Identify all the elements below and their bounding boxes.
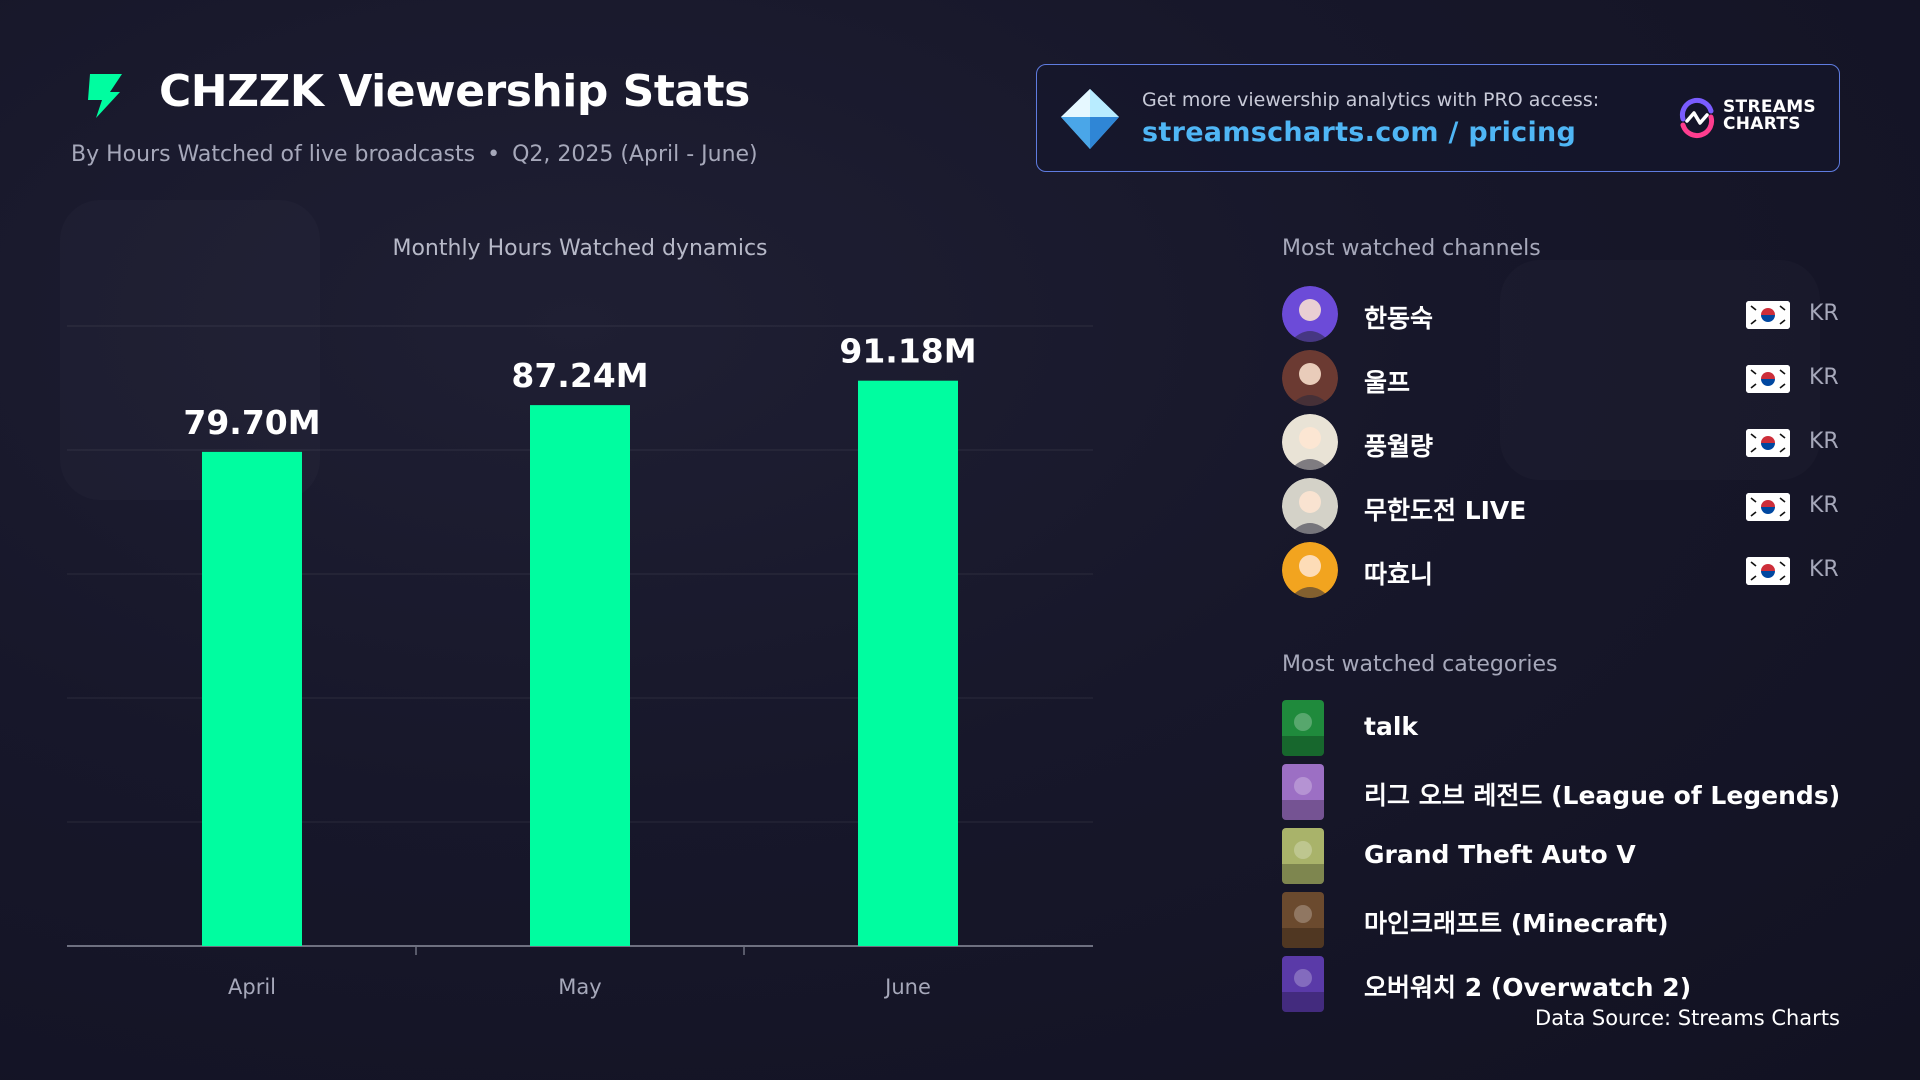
country-code: KR [1809,429,1839,454]
category-row[interactable]: Grand Theft Auto V [1282,828,1842,884]
avatar [1282,414,1338,470]
avatar [1282,350,1338,406]
country-code: KR [1809,301,1839,326]
promo-text: Get more viewership analytics with PRO a… [1142,89,1600,111]
streams-charts-logo-icon [1679,97,1715,139]
pro-access-banner[interactable]: Get more viewership analytics with PRO a… [1036,64,1840,172]
bar-june[interactable] [858,380,958,947]
data-source: Data Source: Streams Charts [1535,1006,1840,1030]
channel-name[interactable]: 한동숙 [1364,304,1434,333]
brand-line-1: STREAMS [1723,97,1816,117]
category-name[interactable]: Grand Theft Auto V [1364,840,1636,869]
channel-name[interactable]: 따효니 [1364,560,1434,589]
category-cover [1282,764,1324,820]
category-name[interactable]: 마인크래프트 (Minecraft) [1364,909,1669,938]
category-cover [1282,828,1324,884]
channel-row[interactable]: 따효니 KR [1282,542,1842,598]
subtitle-separator: • [487,142,501,167]
country-code: KR [1809,365,1839,390]
kr-flag-icon [1746,557,1790,585]
channels-section-title: Most watched channels [1282,236,1541,261]
category-row[interactable]: talk [1282,700,1842,756]
channel-row[interactable]: 울프 KR [1282,350,1842,406]
categories-section-title: Most watched categories [1282,652,1558,677]
subtitle-metric: By Hours Watched of live broadcasts [71,142,476,167]
category-row[interactable]: 마인크래프트 (Minecraft) [1282,892,1842,948]
subtitle-period: Q2, 2025 (April - June) [512,142,758,167]
kr-flag-icon [1746,365,1790,393]
streams-charts-brand: STREAMS CHARTS [1723,99,1816,133]
bar-value-label: 87.24M [511,356,648,395]
x-tick-label: May [558,975,601,999]
category-name[interactable]: 리그 오브 레전드 (League of Legends) [1364,781,1841,810]
channel-row[interactable]: 풍월량 KR [1282,414,1842,470]
channel-name[interactable]: 울프 [1364,368,1411,397]
x-tick-label: June [883,975,931,999]
category-cover [1282,956,1324,1012]
channel-row[interactable]: 무한도전 LIVE KR [1282,478,1842,534]
avatar [1282,542,1338,598]
bar-april[interactable] [202,451,302,946]
bar-value-label: 79.70M [183,403,320,442]
category-name[interactable]: talk [1364,712,1419,741]
category-name[interactable]: 오버워치 2 (Overwatch 2) [1364,973,1692,1002]
category-row[interactable]: 리그 오브 레전드 (League of Legends) [1282,764,1842,820]
pricing-link[interactable]: streamscharts.com / pricing [1142,117,1577,148]
page-title: CHZZK Viewership Stats [159,66,750,117]
channel-name[interactable]: 무한도전 LIVE [1364,496,1527,525]
bar-may[interactable] [530,405,630,946]
kr-flag-icon [1746,493,1790,521]
brand-line-2: CHARTS [1723,114,1801,134]
page-subtitle: By Hours Watched of live broadcasts • Q2, … [71,142,758,167]
channel-name[interactable]: 풍월량 [1364,432,1434,461]
category-cover [1282,892,1324,948]
country-code: KR [1809,557,1839,582]
country-code: KR [1809,493,1839,518]
chzzk-logo-icon [88,74,122,118]
channel-row[interactable]: 한동숙 KR [1282,286,1842,342]
kr-flag-icon [1746,429,1790,457]
bar-value-label: 91.18M [839,332,976,371]
avatar [1282,286,1338,342]
kr-flag-icon [1746,301,1790,329]
avatar [1282,478,1338,534]
x-tick-label: April [228,975,276,999]
diamond-icon [1061,89,1119,149]
category-row[interactable]: 오버워치 2 (Overwatch 2) [1282,956,1842,1012]
hours-watched-bar-chart: 79.70M April 87.24M May 91.18M June [67,325,1093,999]
chart-title: Monthly Hours Watched dynamics [392,236,768,261]
category-cover [1282,700,1324,756]
